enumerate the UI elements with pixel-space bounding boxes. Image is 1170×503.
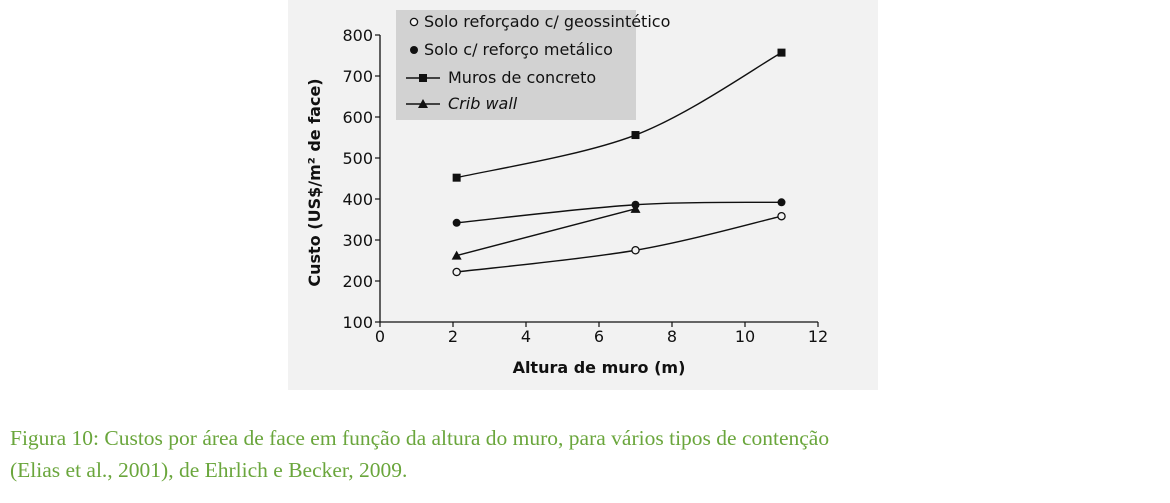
x-tick-label: 0	[375, 327, 385, 346]
data-point-series-1	[452, 218, 461, 227]
legend-marker-3	[418, 99, 428, 108]
y-tick-label: 200	[342, 272, 373, 291]
data-point-series-0	[777, 211, 786, 221]
chart-figure: 100 200 300 400 500 600 700 800 0 2 4 6 8 10 12 Solo r…	[288, 0, 878, 390]
series-line-0	[456, 215, 782, 273]
x-tick-label: 2	[448, 327, 458, 346]
legend-label-3: Crib wall	[448, 94, 518, 113]
x-tick-label: 12	[808, 327, 828, 346]
data-point-series-1	[777, 198, 786, 207]
y-tick-label: 500	[342, 149, 373, 168]
data-point-series-3	[630, 203, 641, 213]
legend-box	[396, 10, 636, 120]
legend-label-1: Solo c/ reforço metálico	[424, 40, 613, 59]
y-tick-label: 600	[342, 108, 373, 127]
caption-line-1: Figura 10: Custos por área de face em fu…	[10, 426, 830, 450]
legend-label-2: Muros de concreto	[448, 68, 596, 87]
data-point-series-2	[777, 48, 786, 57]
chart-legend: Solo reforçado c/ geossintético Solo c/ r…	[406, 12, 670, 113]
x-tick-label: 6	[594, 327, 604, 346]
legend-label-0: Solo reforçado c/ geossintético	[424, 12, 670, 31]
x-axis-title: Altura de muro (m)	[513, 358, 686, 377]
y-tick-label: 700	[342, 67, 373, 86]
legend-background	[396, 10, 636, 120]
y-tick-label: 300	[342, 231, 373, 250]
figure-caption: Figura 10: Custos por área de face em fu…	[10, 422, 1162, 486]
x-tick-label: 4	[521, 327, 531, 346]
data-point-series-0	[631, 245, 640, 255]
legend-marker-0	[409, 17, 419, 27]
y-axis-title: Custo (US$/m² de face)	[305, 78, 324, 286]
x-tick-label: 8	[667, 327, 677, 346]
line-chart: 100 200 300 400 500 600 700 800 0 2 4 6 8 10 12 Solo r…	[305, 10, 828, 377]
y-tick-label: 400	[342, 190, 373, 209]
y-tick-label: 100	[342, 313, 373, 332]
caption-line-2: (Elias et al., 2001), de Ehrlich e Becke…	[10, 458, 408, 482]
legend-marker-2	[419, 74, 427, 82]
data-point-series-3	[451, 250, 462, 260]
legend-marker-1	[410, 46, 418, 54]
chart-axes: 100 200 300 400 500 600 700 800 0 2 4 6 8 10 12	[342, 26, 828, 346]
series-line-3	[456, 208, 636, 257]
data-point-series-2	[452, 173, 461, 182]
data-point-series-2	[631, 131, 640, 140]
y-tick-label: 800	[342, 26, 373, 45]
data-point-series-0	[452, 267, 461, 277]
x-tick-label: 10	[735, 327, 755, 346]
plot-area	[451, 48, 786, 277]
